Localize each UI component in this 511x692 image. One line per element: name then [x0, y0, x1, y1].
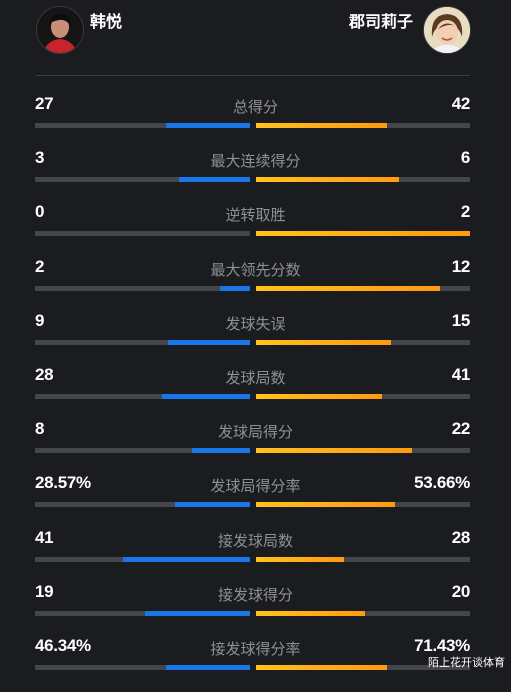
stat-row: 28.57% 发球局得分率 53.66%: [0, 473, 511, 529]
left-comparison-bar: [35, 123, 250, 128]
stat-label: 最大连续得分: [210, 152, 301, 171]
right-comparison-fill: [256, 394, 383, 399]
stat-label: 发球局得分率: [210, 477, 301, 496]
right-player-value: 22: [451, 419, 471, 439]
stat-row: 41 接发球局数 28: [0, 527, 511, 584]
left-comparison-bar: [35, 285, 250, 291]
left-comparison-fill: [166, 665, 250, 670]
right-player-value: 71.43%: [414, 636, 470, 655]
left-player-value: 2: [35, 256, 45, 276]
left-comparison-bar: [35, 394, 250, 399]
left-comparison-bar: [35, 231, 250, 237]
left-comparison-fill: [166, 123, 250, 128]
stat-row: 46.34% 接发球得分率 71.43%: [0, 636, 511, 692]
right-player-value: 15: [451, 310, 471, 330]
right-comparison-bar: [256, 394, 470, 399]
players-header: 韩悦 郡司莉子: [0, 0, 511, 76]
left-comparison-bar: [35, 556, 250, 562]
left-comparison-fill: [191, 448, 250, 454]
right-comparison-bar: [256, 665, 470, 670]
left-comparison-fill: [168, 339, 250, 345]
right-comparison-fill: [256, 502, 396, 508]
right-player-value: 6: [460, 148, 470, 168]
player-portrait-icon: [37, 7, 83, 53]
right-player-value: 42: [451, 94, 471, 113]
stat-label: 接发球得分: [217, 585, 293, 604]
right-comparison-fill: [256, 231, 470, 237]
right-comparison-bar: [256, 339, 470, 345]
stat-label: 发球失误: [225, 314, 286, 333]
left-comparison-fill: [179, 177, 250, 183]
right-player-value: 41: [451, 365, 471, 384]
right-comparison-bar: [256, 556, 470, 562]
stat-row: 2 最大领先分数 12: [0, 256, 511, 313]
left-player-value: 27: [35, 94, 54, 113]
stat-row: 27 总得分 42: [0, 94, 511, 150]
stat-row: 3 最大连续得分 6: [0, 148, 511, 204]
right-player-value: 20: [451, 581, 471, 601]
stat-row: 9 发球失误 15: [0, 310, 511, 367]
stat-label: 接发球局数: [217, 531, 293, 550]
right-player-value: 53.66%: [414, 473, 470, 493]
right-comparison-fill: [256, 285, 441, 291]
stat-label: 逆转取胜: [225, 206, 286, 225]
left-player-value: 3: [35, 148, 45, 168]
header-divider: [36, 75, 470, 76]
left-player-name: 韩悦: [90, 12, 123, 31]
right-comparison-bar: [256, 610, 470, 616]
right-comparison-bar: [256, 231, 470, 237]
right-player-value: 28: [451, 527, 471, 547]
right-comparison-fill: [256, 448, 413, 454]
left-player-value: 0: [35, 202, 45, 222]
stat-row: 8 发球局得分 22: [0, 419, 511, 475]
right-player-name: 郡司莉子: [348, 12, 413, 31]
left-comparison-bar: [35, 502, 250, 508]
left-player-value: 8: [35, 419, 45, 439]
left-comparison-fill: [161, 394, 250, 399]
left-comparison-bar: [35, 665, 250, 670]
stat-label: 发球局得分: [217, 423, 293, 442]
right-comparison-fill: [256, 556, 344, 562]
left-player-value: 28.57%: [35, 473, 91, 493]
stat-label: 发球局数: [225, 369, 286, 387]
right-comparison-fill: [256, 665, 387, 670]
left-player-value: 19: [35, 581, 54, 601]
left-player-value: 41: [35, 527, 54, 547]
stat-label: 总得分: [232, 98, 278, 116]
right-comparison-fill: [256, 339, 391, 345]
right-player-value: 2: [460, 202, 470, 222]
stat-row: 19 接发球得分 20: [0, 581, 511, 638]
stat-label: 最大领先分数: [210, 260, 301, 279]
left-comparison-bar: [35, 448, 250, 454]
right-comparison-fill: [256, 610, 366, 616]
left-comparison-fill: [123, 556, 250, 562]
left-comparison-fill: [174, 502, 250, 508]
right-comparison-bar: [256, 123, 470, 128]
left-comparison-bar: [35, 177, 250, 183]
right-player-value: 12: [451, 256, 471, 276]
left-comparison-fill: [219, 285, 250, 291]
left-comparison-bar: [35, 610, 250, 616]
left-player-value: 28: [35, 365, 54, 384]
source-watermark: 陌上花开谈体育: [428, 656, 505, 669]
right-comparison-bar: [256, 502, 470, 508]
stat-row: 0 逆转取胜 2: [0, 202, 511, 258]
left-comparison-bar: [35, 339, 250, 345]
right-comparison-fill: [256, 123, 387, 128]
left-player-value: 9: [35, 310, 45, 330]
stat-label: 接发球得分率: [210, 640, 301, 658]
left-comparison-fill: [144, 610, 250, 616]
stat-row: 28 发球局数 41: [0, 365, 511, 421]
player-portrait-icon: [424, 7, 470, 53]
right-comparison-bar: [256, 448, 470, 454]
right-comparison-bar: [256, 285, 470, 291]
left-player-avatar[interactable]: [36, 6, 84, 54]
right-comparison-bar: [256, 177, 470, 183]
right-comparison-fill: [256, 177, 400, 183]
left-player-value: 46.34%: [35, 636, 91, 655]
right-player-avatar[interactable]: [423, 6, 471, 54]
